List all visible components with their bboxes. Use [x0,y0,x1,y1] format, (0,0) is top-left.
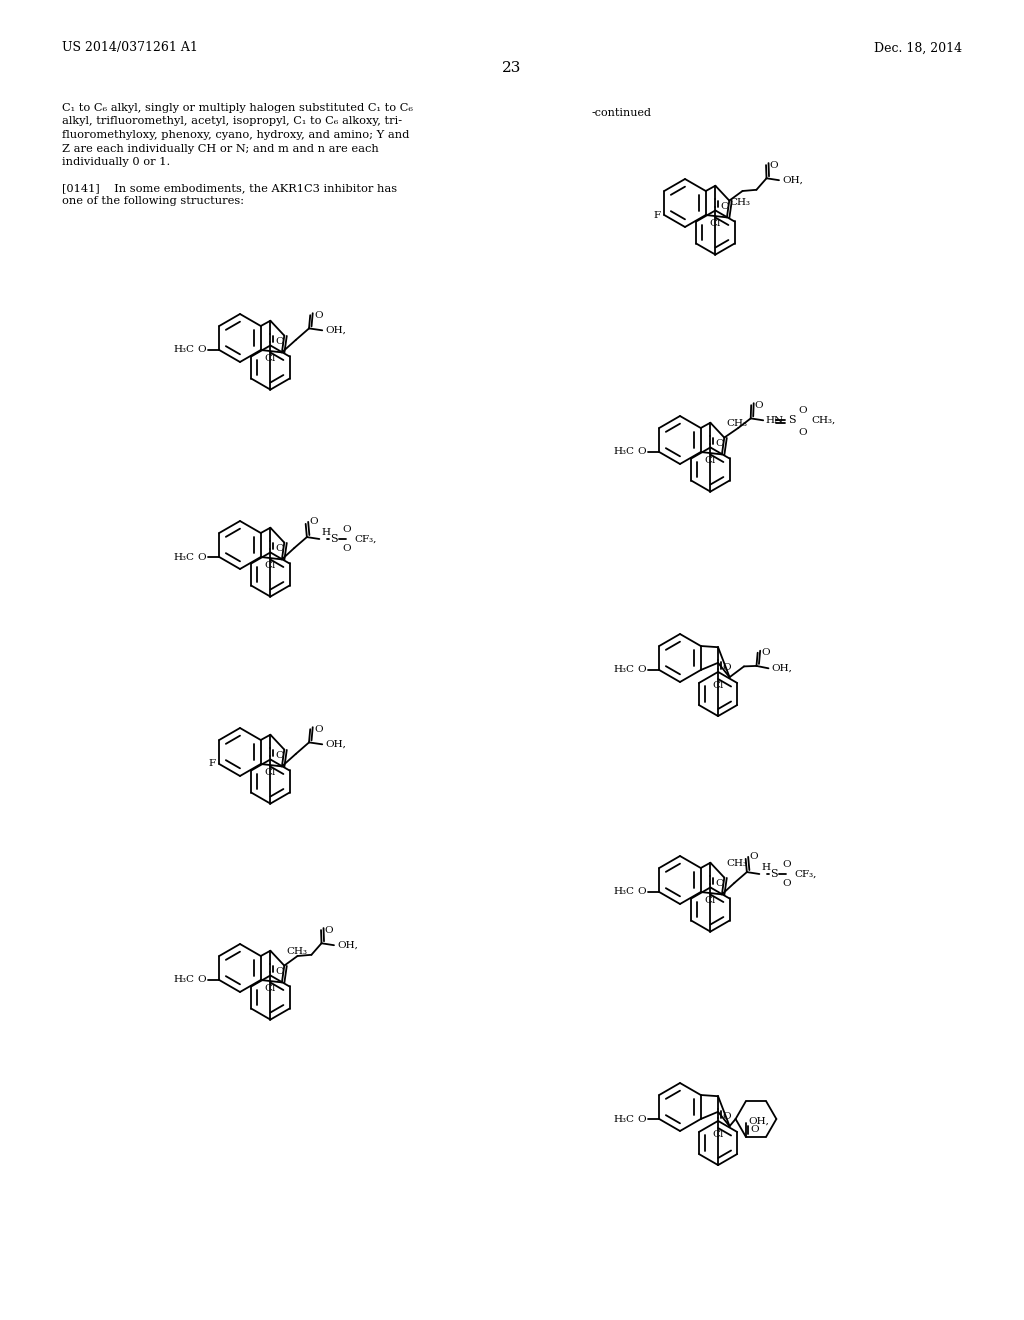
Text: OH,: OH, [771,664,793,673]
Text: Cl: Cl [705,896,716,906]
Text: O: O [325,925,334,935]
Text: US 2014/0371261 A1: US 2014/0371261 A1 [62,41,198,54]
Text: CH₃: CH₃ [726,418,748,428]
Text: Z are each individually CH or N; and m and n are each: Z are each individually CH or N; and m a… [62,144,379,153]
Text: Cl: Cl [713,1130,724,1139]
Text: HN: HN [765,416,783,425]
Text: Cl: Cl [264,768,276,777]
Text: H₃C: H₃C [613,1114,635,1123]
Text: O: O [198,553,207,561]
Text: H₃C: H₃C [613,447,635,457]
Text: H₃C: H₃C [613,665,635,675]
Text: O: O [275,544,284,553]
Text: S: S [770,869,778,879]
Text: O: O [275,337,284,346]
Text: Cl: Cl [710,219,721,228]
Text: O: O [755,401,764,409]
Text: O: O [798,407,807,416]
Text: CH₃,: CH₃, [811,416,836,425]
Text: OH,: OH, [337,941,357,949]
Text: O: O [314,310,323,319]
Text: OH,: OH, [749,1117,770,1126]
Text: H₃C: H₃C [173,346,195,355]
Text: O: O [723,1113,731,1121]
Text: 23: 23 [503,61,521,75]
Text: O: O [198,346,207,355]
Text: O: O [342,525,350,535]
Text: O: O [751,1126,759,1134]
Text: O: O [309,517,318,527]
Text: one of the following structures:: one of the following structures: [62,195,244,206]
Text: OH,: OH, [326,739,346,748]
Text: H₃C: H₃C [613,887,635,896]
Text: O: O [314,725,323,734]
Text: S: S [331,535,338,544]
Text: OH,: OH, [326,326,346,335]
Text: O: O [275,751,284,760]
Text: O: O [782,879,791,887]
Text: O: O [798,429,807,437]
Text: F: F [653,210,660,219]
Text: O: O [750,853,758,862]
Text: H: H [322,528,331,537]
Text: H₃C: H₃C [173,553,195,561]
Text: Cl: Cl [264,561,276,570]
Text: CF₃,: CF₃, [794,870,816,879]
Text: O: O [762,648,770,657]
Text: O: O [638,665,646,675]
Text: O: O [342,544,350,553]
Text: OH,: OH, [782,176,803,185]
Text: O: O [638,447,646,457]
Text: O: O [715,438,724,447]
Text: O: O [770,161,778,169]
Text: C₁ to C₆ alkyl, singly or multiply halogen substituted C₁ to C₆: C₁ to C₆ alkyl, singly or multiply halog… [62,103,413,114]
Text: fluoromethyloxy, phenoxy, cyano, hydroxy, and amino; Y and: fluoromethyloxy, phenoxy, cyano, hydroxy… [62,129,410,140]
Text: CH₃: CH₃ [287,946,307,956]
Text: O: O [782,861,791,870]
Text: S: S [788,416,796,425]
Text: individually 0 or 1.: individually 0 or 1. [62,157,170,168]
Text: O: O [198,975,207,985]
Text: CH₃: CH₃ [726,858,748,867]
Text: F: F [208,759,215,768]
Text: CH₃: CH₃ [729,198,750,207]
Text: O: O [723,664,731,672]
Text: O: O [720,202,729,211]
Text: [0141]    In some embodiments, the AKR1C3 inhibitor has: [0141] In some embodiments, the AKR1C3 i… [62,183,397,193]
Text: Cl: Cl [705,457,716,466]
Text: O: O [638,1114,646,1123]
Text: Dec. 18, 2014: Dec. 18, 2014 [873,41,962,54]
Text: H: H [762,863,770,873]
Text: O: O [638,887,646,896]
Text: CF₃,: CF₃, [354,535,377,544]
Text: H₃C: H₃C [173,975,195,985]
Text: alkyl, trifluoromethyl, acetyl, isopropyl, C₁ to C₆ alkoxy, tri-: alkyl, trifluoromethyl, acetyl, isopropy… [62,116,402,127]
Text: Cl: Cl [713,681,724,690]
Text: O: O [275,966,284,975]
Text: -continued: -continued [592,108,652,117]
Text: O: O [715,879,724,888]
Text: Cl: Cl [264,355,276,363]
Text: Cl: Cl [264,985,276,994]
